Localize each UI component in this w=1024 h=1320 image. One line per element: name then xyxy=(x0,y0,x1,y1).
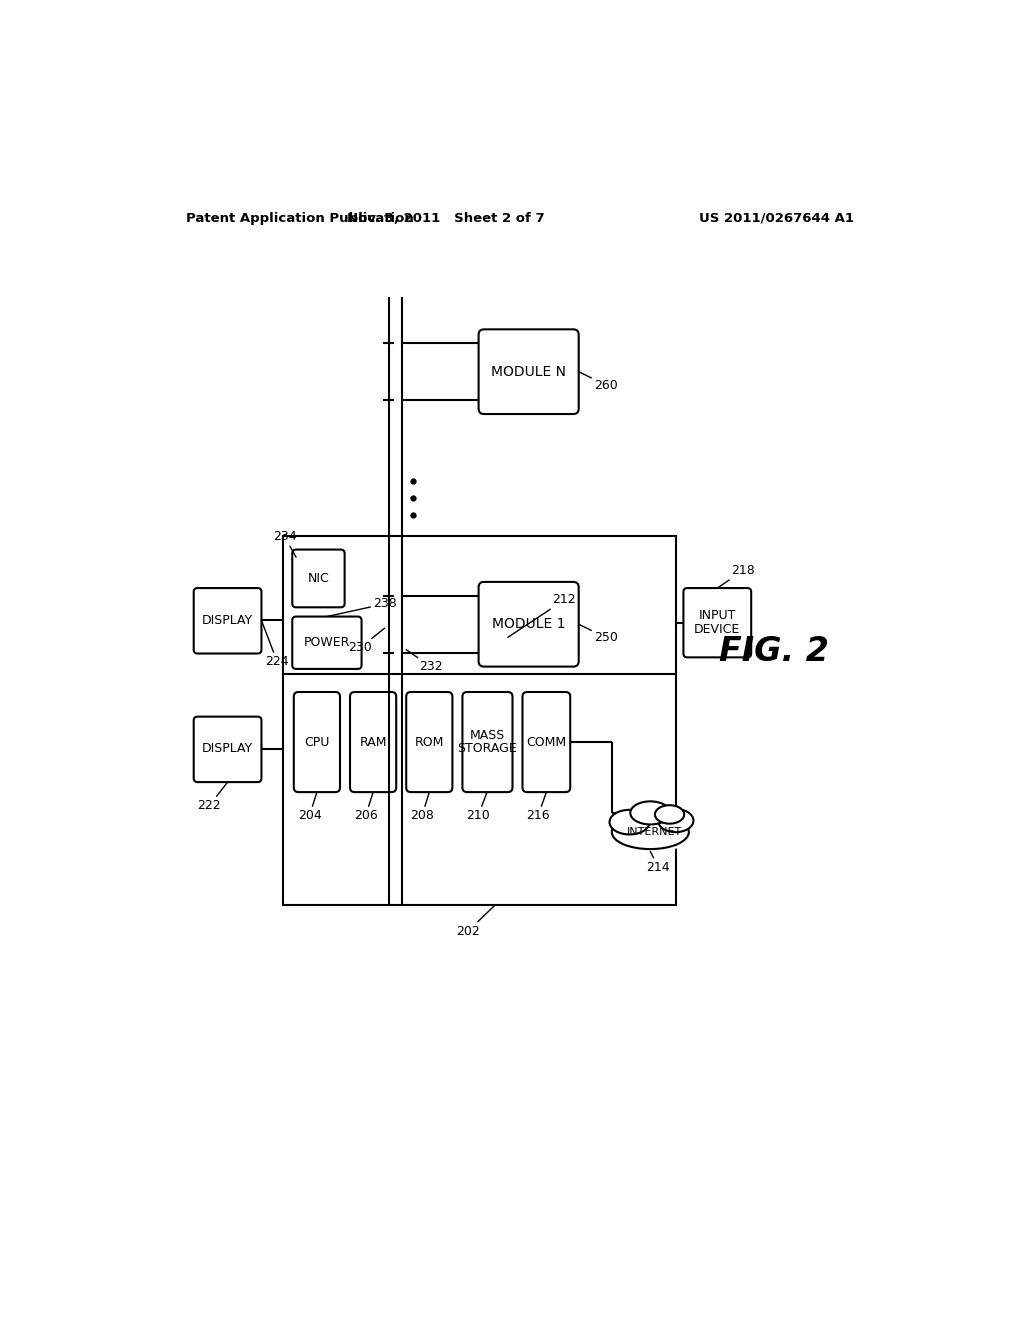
Text: INTERNET: INTERNET xyxy=(627,828,682,837)
Text: Nov. 3, 2011   Sheet 2 of 7: Nov. 3, 2011 Sheet 2 of 7 xyxy=(347,213,545,224)
Text: CPU: CPU xyxy=(304,735,330,748)
Ellipse shape xyxy=(655,805,684,824)
Text: FIG. 2: FIG. 2 xyxy=(719,635,828,668)
Text: INPUT: INPUT xyxy=(698,610,736,622)
Ellipse shape xyxy=(658,809,693,832)
Text: RAM: RAM xyxy=(359,735,387,748)
Text: Patent Application Publication: Patent Application Publication xyxy=(186,213,414,224)
Text: 216: 216 xyxy=(526,792,550,822)
Text: MASS: MASS xyxy=(469,729,505,742)
FancyBboxPatch shape xyxy=(350,692,396,792)
FancyBboxPatch shape xyxy=(478,330,579,414)
Text: 224: 224 xyxy=(261,620,289,668)
Text: 206: 206 xyxy=(354,792,378,822)
Text: 260: 260 xyxy=(579,372,617,392)
Text: 222: 222 xyxy=(198,781,227,812)
Text: DISPLAY: DISPLAY xyxy=(202,742,253,755)
Bar xyxy=(283,536,676,906)
Ellipse shape xyxy=(631,801,671,825)
FancyBboxPatch shape xyxy=(194,717,261,781)
Text: DISPLAY: DISPLAY xyxy=(202,614,253,627)
Text: 250: 250 xyxy=(579,624,617,644)
FancyBboxPatch shape xyxy=(407,692,453,792)
Text: ROM: ROM xyxy=(415,735,444,748)
Text: DEVICE: DEVICE xyxy=(694,623,740,636)
FancyBboxPatch shape xyxy=(292,616,361,669)
Text: NIC: NIC xyxy=(307,572,330,585)
FancyBboxPatch shape xyxy=(478,582,579,667)
Text: 234: 234 xyxy=(273,531,297,557)
Text: 214: 214 xyxy=(646,851,670,874)
Text: POWER: POWER xyxy=(304,636,350,649)
Text: STORAGE: STORAGE xyxy=(457,742,517,755)
Ellipse shape xyxy=(608,805,700,851)
Text: 232: 232 xyxy=(407,649,443,673)
Text: COMM: COMM xyxy=(526,735,566,748)
Ellipse shape xyxy=(611,816,689,849)
FancyBboxPatch shape xyxy=(292,549,345,607)
Text: 212: 212 xyxy=(508,594,577,638)
Text: 218: 218 xyxy=(717,564,755,589)
Text: 208: 208 xyxy=(410,792,434,822)
Text: 238: 238 xyxy=(327,598,397,616)
Ellipse shape xyxy=(609,809,649,834)
Text: MODULE N: MODULE N xyxy=(492,364,566,379)
FancyBboxPatch shape xyxy=(194,589,261,653)
FancyBboxPatch shape xyxy=(522,692,570,792)
Text: US 2011/0267644 A1: US 2011/0267644 A1 xyxy=(698,213,854,224)
FancyBboxPatch shape xyxy=(294,692,340,792)
Text: MODULE 1: MODULE 1 xyxy=(492,618,565,631)
Text: 204: 204 xyxy=(298,792,322,822)
Text: 202: 202 xyxy=(457,906,495,937)
FancyBboxPatch shape xyxy=(463,692,512,792)
Text: 230: 230 xyxy=(348,628,385,655)
FancyBboxPatch shape xyxy=(683,589,752,657)
Text: 210: 210 xyxy=(466,792,490,822)
